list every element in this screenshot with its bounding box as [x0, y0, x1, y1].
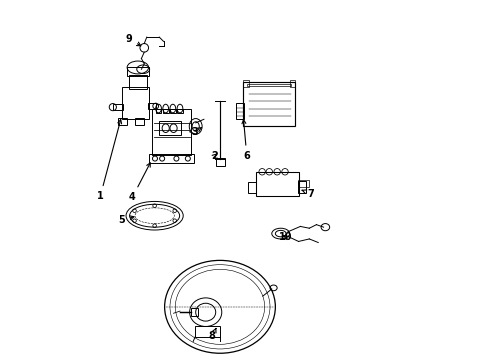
Text: 10: 10 — [279, 232, 293, 242]
Bar — [113, 104, 123, 111]
Bar — [122, 87, 148, 119]
Bar — [170, 109, 176, 113]
Bar — [159, 121, 181, 135]
Bar — [243, 82, 295, 126]
Bar — [298, 181, 306, 193]
Text: 8: 8 — [209, 328, 216, 342]
Bar — [129, 75, 147, 89]
Bar — [195, 327, 220, 337]
Bar — [216, 158, 224, 166]
Bar — [298, 180, 309, 187]
Text: 5: 5 — [119, 215, 134, 225]
Bar — [248, 182, 256, 193]
Bar — [149, 154, 194, 163]
Bar — [256, 172, 298, 196]
Bar — [135, 118, 144, 125]
Bar — [152, 109, 192, 155]
Text: 4: 4 — [129, 163, 150, 202]
Bar — [290, 80, 295, 87]
Text: 9: 9 — [125, 34, 141, 46]
Bar — [156, 109, 161, 113]
Text: 7: 7 — [302, 189, 315, 199]
Bar — [243, 80, 248, 87]
Bar — [118, 118, 127, 125]
Bar — [177, 109, 183, 113]
Text: 3: 3 — [192, 127, 201, 137]
Bar — [247, 84, 292, 86]
Text: 1: 1 — [97, 120, 122, 201]
Bar — [236, 103, 244, 119]
Text: 6: 6 — [242, 120, 250, 161]
Bar — [148, 103, 156, 109]
Text: 2: 2 — [211, 151, 218, 161]
Bar — [127, 67, 148, 76]
Bar — [191, 307, 198, 316]
Bar — [163, 109, 169, 113]
